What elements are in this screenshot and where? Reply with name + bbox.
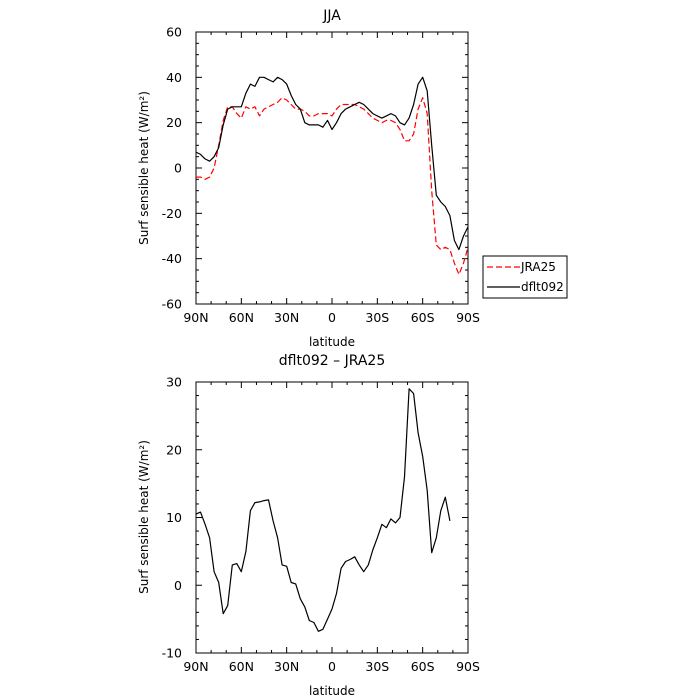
- y-tick-label: -20: [162, 206, 182, 221]
- y-tick-label: 40: [166, 70, 182, 85]
- chart-bottom-plot-frame: [195, 381, 469, 654]
- legend-label-jra25: JRA25: [520, 260, 556, 274]
- chart-bottom-series: [195, 388, 451, 632]
- chart-bottom-x-axis-label: latitude: [309, 684, 355, 698]
- x-tick-label: 90N: [183, 310, 208, 325]
- x-tick-label: 30N: [274, 310, 299, 325]
- chart-bottom-title: dflt092 – JRA25: [279, 353, 386, 369]
- x-tick-label: 60N: [229, 659, 254, 674]
- series-line-dflt092: [195, 76, 469, 251]
- y-tick-label: 10: [166, 510, 182, 525]
- x-tick-label: 60S: [411, 310, 435, 325]
- y-tick-label: 0: [174, 578, 182, 593]
- y-tick-label: -40: [162, 251, 182, 266]
- legend-box: [482, 255, 568, 299]
- chart-top-series: [195, 76, 469, 276]
- x-tick-label: 90N: [183, 659, 208, 674]
- x-tick-label: 30S: [365, 310, 389, 325]
- legend: JRA25 dflt092: [482, 255, 568, 299]
- x-tick-label: 0: [328, 310, 336, 325]
- y-tick-label: 0: [174, 161, 182, 176]
- x-tick-label: 60S: [411, 659, 435, 674]
- x-tick-label: 90S: [456, 310, 480, 325]
- chart-bottom-y-axis-label: Surf sensible heat (W/m²): [137, 440, 151, 594]
- chart-top-plot-frame: [195, 31, 469, 305]
- x-tick-label: 30S: [365, 659, 389, 674]
- chart-bottom-ticks: 90N 60N 30N 0 30S 60S 90S 30 20 10 0 -10: [162, 375, 480, 675]
- y-tick-label: -60: [162, 297, 182, 312]
- y-tick-label: -10: [162, 646, 182, 661]
- legend-label-dflt092: dflt092: [521, 280, 564, 294]
- y-tick-label: 20: [166, 115, 182, 130]
- y-tick-label: 60: [166, 25, 182, 40]
- x-tick-label: 0: [328, 659, 336, 674]
- chart-top-ticks: 90N 60N 30N 0 30S 60S 90S 60 40 20 0 -20 -40 -60: [162, 25, 480, 326]
- x-tick-label: 90S: [456, 659, 480, 674]
- chart-top-title: JJA: [322, 8, 341, 24]
- chart-top-y-axis-label: Surf sensible heat (W/m²): [137, 91, 151, 245]
- chart-bottom: dflt092 – JRA25 90N 60N 30N 0 30S 60S 90S 30 20 1…: [137, 353, 480, 698]
- chart-top: JJA 90N 60N 30N 0 30S 60S 90S6040200-20-40-60 …: [137, 8, 568, 349]
- x-tick-label: 30N: [274, 659, 299, 674]
- y-tick-label: 30: [166, 375, 182, 390]
- chart-top-x-axis-label: latitude: [309, 335, 355, 349]
- x-tick-label: 60N: [229, 310, 254, 325]
- series-line-jra25: [196, 97, 469, 276]
- series-line-bottom-difference: [195, 388, 451, 632]
- y-tick-label: 20: [166, 442, 182, 457]
